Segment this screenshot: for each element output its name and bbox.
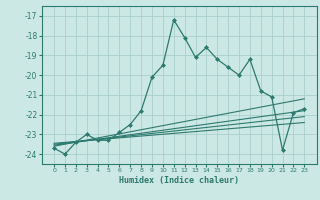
X-axis label: Humidex (Indice chaleur): Humidex (Indice chaleur) <box>119 176 239 185</box>
